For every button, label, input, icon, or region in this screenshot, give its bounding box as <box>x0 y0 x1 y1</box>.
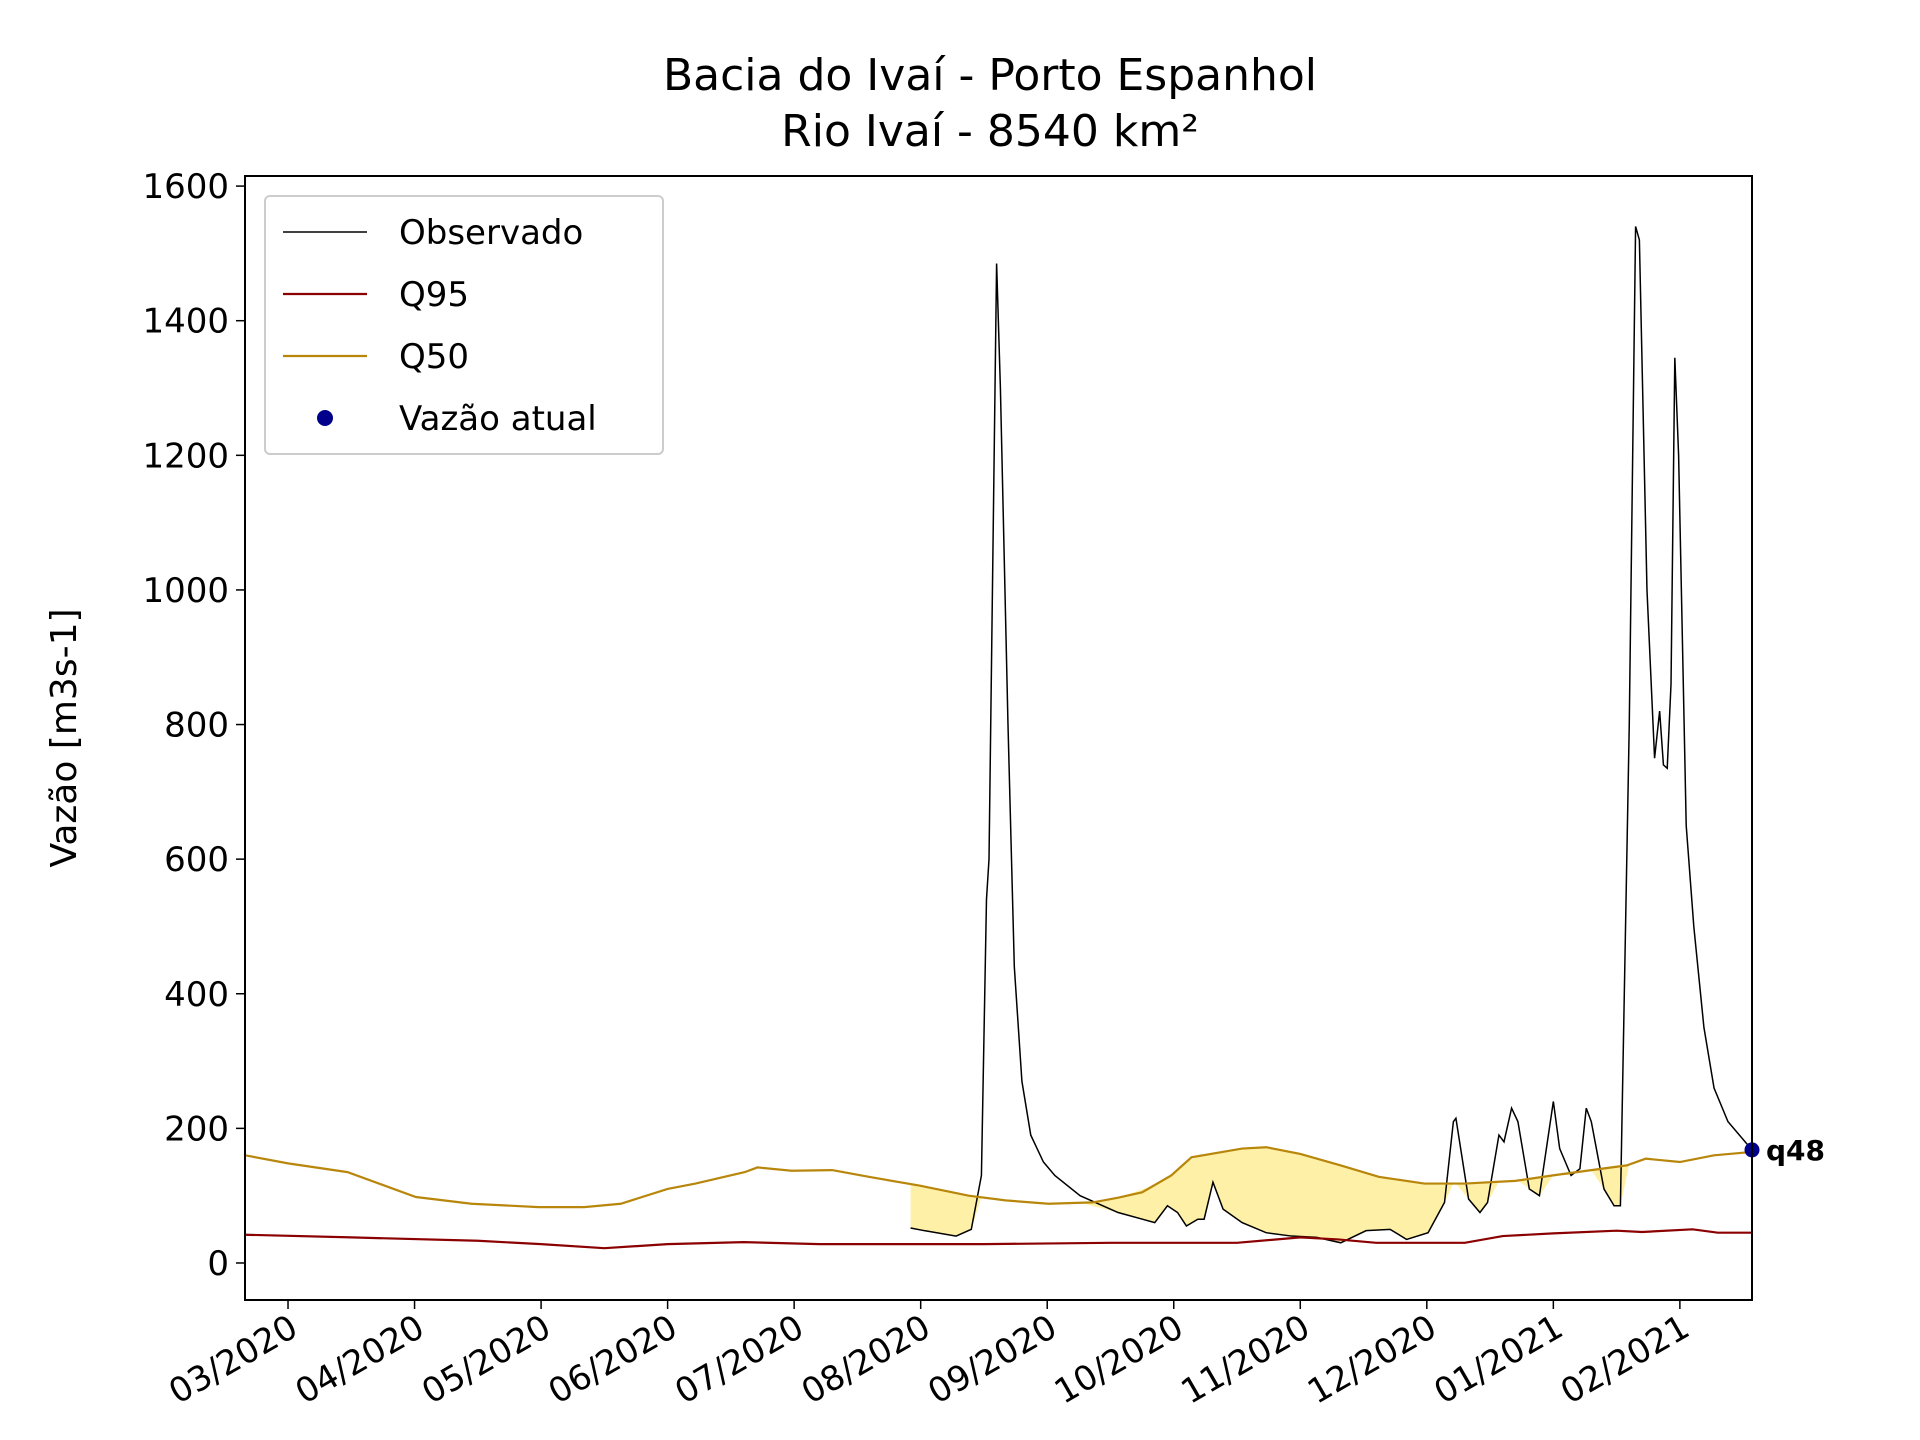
x-tick-label: 04/2020 <box>289 1307 431 1412</box>
x-tick-label: 05/2020 <box>415 1307 557 1412</box>
legend-swatch <box>317 410 333 426</box>
series-line <box>910 226 1752 1244</box>
y-tick-label: 1600 <box>142 167 229 207</box>
x-tick-label: 09/2020 <box>921 1307 1063 1412</box>
x-tick-label: 07/2020 <box>668 1307 810 1412</box>
series-line <box>245 1228 1752 1250</box>
y-tick-label: 1000 <box>142 571 229 611</box>
legend-label: Observado <box>399 213 583 253</box>
y-axis-label: Vazão [m3s-1] <box>44 608 85 867</box>
legend-box <box>264 195 664 455</box>
x-tick-label: 02/2021 <box>1554 1307 1696 1412</box>
chart-title: Bacia do Ivaí - Porto Espanhol <box>663 50 1317 101</box>
series-line <box>245 1146 1752 1209</box>
y-tick-label: 1200 <box>142 436 229 476</box>
x-tick-label: 12/2020 <box>1301 1307 1443 1412</box>
current-flow-label: q48 <box>1766 1134 1825 1167</box>
y-tick-label: 800 <box>164 706 229 746</box>
y-tick-label: 200 <box>164 1109 229 1149</box>
fill-area <box>910 1147 1752 1243</box>
y-tick-label: 1400 <box>142 302 229 342</box>
chart-subtitle: Rio Ivaí - 8540 km² <box>781 106 1199 157</box>
x-tick-label: 03/2020 <box>162 1307 304 1412</box>
legend-label: Vazão atual <box>399 399 597 439</box>
y-tick-label: 600 <box>164 840 229 880</box>
y-tick-label: 400 <box>164 975 229 1015</box>
x-tick-label: 10/2020 <box>1048 1307 1190 1412</box>
legend-label: Q95 <box>399 275 469 315</box>
legend-label: Q50 <box>399 337 469 377</box>
x-tick-label: 06/2020 <box>542 1307 684 1412</box>
x-tick-label: 11/2020 <box>1174 1307 1316 1412</box>
x-tick-label: 01/2021 <box>1428 1307 1570 1412</box>
plot-frame <box>244 175 1753 1301</box>
x-tick-label: 08/2020 <box>795 1307 937 1412</box>
y-tick-label: 0 <box>207 1244 229 1284</box>
